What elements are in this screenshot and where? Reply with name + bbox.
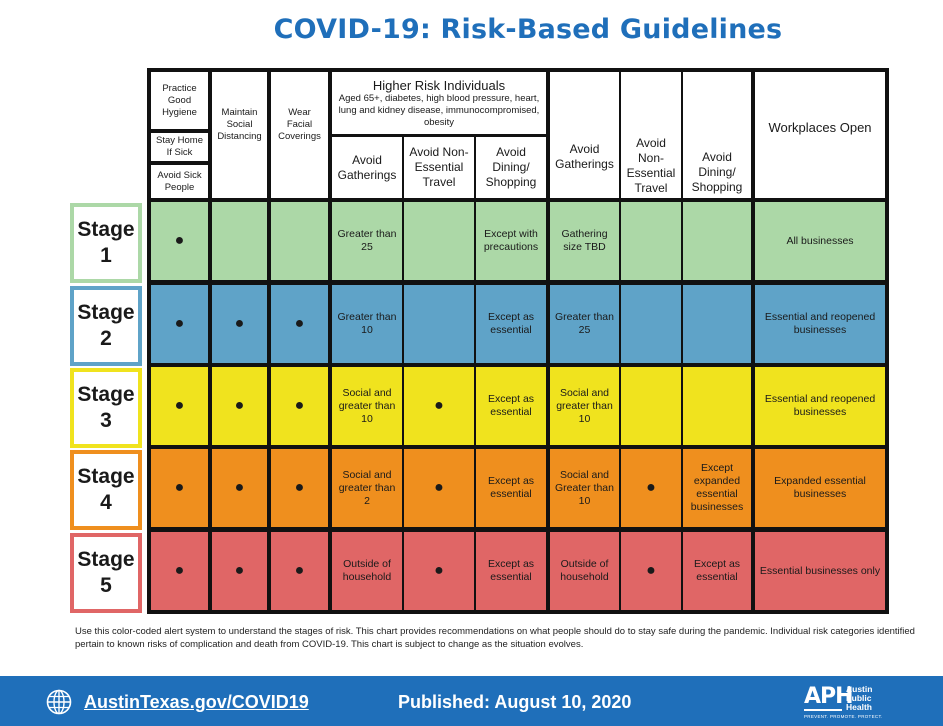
stage-3-label: Stage 3 bbox=[70, 368, 142, 448]
logo-underline bbox=[804, 709, 842, 711]
stage-1-hr-travel-cell bbox=[404, 202, 474, 280]
stage-number: 5 bbox=[100, 574, 112, 597]
austin-public-health-logo: APH Austin Public Health PREVENT. PROMOT… bbox=[804, 685, 894, 719]
stage-3-workplaces-cell: Essential and reopened businesses bbox=[755, 367, 885, 445]
header-workplaces-open: Workplaces Open bbox=[755, 72, 885, 198]
stage-4-hr-travel-cell: ● bbox=[404, 449, 474, 527]
stage-word: Stage bbox=[77, 301, 135, 324]
logo-mark: APH bbox=[804, 684, 854, 709]
stage-2-distancing-cell: ● bbox=[212, 285, 267, 363]
guidelines-table: Practice Good Hygiene Stay Home If Sick … bbox=[147, 68, 889, 614]
stage-4-workplaces-cell: Expanded essential businesses bbox=[755, 449, 885, 527]
header-hr-avoid-dining: Avoid Dining/ Shopping bbox=[476, 137, 546, 198]
header-wear-facial-coverings: Wear Facial Coverings bbox=[271, 72, 328, 198]
footnote: Use this color-coded alert system to und… bbox=[75, 626, 915, 650]
stage-1-gatherings-cell: Gathering size TBD bbox=[550, 202, 619, 280]
stage-5-hr-gatherings-cell: Outside of household bbox=[332, 532, 402, 610]
stage-3-gatherings-cell: Social and greater than 10 bbox=[550, 367, 619, 445]
higher-risk-title: Higher Risk Individuals bbox=[372, 77, 506, 93]
stage-2-hr-gatherings-cell: Greater than 10 bbox=[332, 285, 402, 363]
stage-1-coverings-cell bbox=[271, 202, 328, 280]
stage-1-travel-cell bbox=[621, 202, 681, 280]
stage-4-travel-cell: ● bbox=[621, 449, 681, 527]
logo-tagline: PREVENT. PROMOTE. PROTECT. bbox=[804, 714, 883, 719]
stage-2-hr-travel-cell bbox=[404, 285, 474, 363]
stage-4-coverings-cell: ● bbox=[271, 449, 328, 527]
stage-5-workplaces-cell: Essential businesses only bbox=[755, 532, 885, 610]
stage-4-hr-gatherings-cell: Social and greater than 2 bbox=[332, 449, 402, 527]
stage-2-label: Stage 2 bbox=[70, 286, 142, 366]
page-title: COVID-19: Risk-Based Guidelines bbox=[273, 14, 783, 45]
stage-2-hygiene-cell: ● bbox=[151, 285, 208, 363]
stage-5-hr-travel-cell: ● bbox=[404, 532, 474, 610]
header-stay-home-if-sick: Stay Home If Sick bbox=[151, 133, 208, 161]
stage-3-distancing-cell: ● bbox=[212, 367, 267, 445]
stage-4-gatherings-cell: Social and Greater than 10 bbox=[550, 449, 619, 527]
header-practice-good-hygiene: Practice Good Hygiene bbox=[151, 72, 208, 129]
stage-1-hr-dining-cell: Except with precautions bbox=[476, 202, 546, 280]
stage-4-dining-cell: Except expanded essential businesses bbox=[683, 449, 751, 527]
stage-1-hygiene-cell: ● bbox=[151, 202, 208, 280]
stage-5-distancing-cell: ● bbox=[212, 532, 267, 610]
header-avoid-gatherings: Avoid Gatherings bbox=[550, 72, 619, 198]
stage-4-hygiene-cell: ● bbox=[151, 449, 208, 527]
globe-icon bbox=[46, 689, 72, 715]
stage-2-travel-cell bbox=[621, 285, 681, 363]
stage-1-hr-gatherings-cell: Greater than 25 bbox=[332, 202, 402, 280]
stage-5-hygiene-cell: ● bbox=[151, 532, 208, 610]
website-link[interactable]: AustinTexas.gov/COVID19 bbox=[84, 692, 309, 712]
stage-4-label: Stage 4 bbox=[70, 450, 142, 530]
higher-risk-subtitle: Aged 65+, diabetes, high blood pressure,… bbox=[338, 92, 540, 128]
stage-number: 2 bbox=[100, 327, 112, 350]
stage-word: Stage bbox=[77, 218, 135, 241]
stage-3-hr-dining-cell: Except as essential bbox=[476, 367, 546, 445]
header-avoid-dining: Avoid Dining/ Shopping bbox=[683, 72, 751, 198]
stage-5-dining-cell: Except as essential bbox=[683, 532, 751, 610]
stage-2-gatherings-cell: Greater than 25 bbox=[550, 285, 619, 363]
stage-3-hr-gatherings-cell: Social and greater than 10 bbox=[332, 367, 402, 445]
stage-5-label: Stage 5 bbox=[70, 533, 142, 613]
stage-4-distancing-cell: ● bbox=[212, 449, 267, 527]
stage-2-workplaces-cell: Essential and reopened businesses bbox=[755, 285, 885, 363]
stage-number: 1 bbox=[100, 244, 112, 267]
stage-4-hr-dining-cell: Except as essential bbox=[476, 449, 546, 527]
stage-1-dining-cell bbox=[683, 202, 751, 280]
stage-3-travel-cell bbox=[621, 367, 681, 445]
header-avoid-sick-people: Avoid Sick People bbox=[151, 165, 208, 198]
stage-word: Stage bbox=[77, 383, 135, 406]
stage-2-hr-dining-cell: Except as essential bbox=[476, 285, 546, 363]
header-higher-risk-individuals: Higher Risk Individuals Aged 65+, diabet… bbox=[332, 72, 546, 134]
stage-1-label: Stage 1 bbox=[70, 203, 142, 283]
stage-word: Stage bbox=[77, 548, 135, 571]
stage-1-workplaces-cell: All businesses bbox=[755, 202, 885, 280]
stage-5-coverings-cell: ● bbox=[271, 532, 328, 610]
stage-2-coverings-cell: ● bbox=[271, 285, 328, 363]
stage-2-dining-cell bbox=[683, 285, 751, 363]
stage-word: Stage bbox=[77, 465, 135, 488]
stage-5-hr-dining-cell: Except as essential bbox=[476, 532, 546, 610]
logo-text: Austin Public Health bbox=[846, 684, 873, 712]
stage-3-hr-travel-cell: ● bbox=[404, 367, 474, 445]
stage-5-gatherings-cell: Outside of household bbox=[550, 532, 619, 610]
stage-3-hygiene-cell: ● bbox=[151, 367, 208, 445]
header-avoid-travel: Avoid Non-Essential Travel bbox=[621, 72, 681, 198]
header-hr-avoid-travel: Avoid Non-Essential Travel bbox=[404, 137, 474, 198]
published-date: Published: August 10, 2020 bbox=[398, 692, 632, 712]
stage-5-travel-cell: ● bbox=[621, 532, 681, 610]
stage-number: 3 bbox=[100, 409, 112, 432]
header-hr-avoid-gatherings: Avoid Gatherings bbox=[332, 137, 402, 198]
header-maintain-social-distancing: Maintain Social Distancing bbox=[212, 72, 267, 198]
stage-number: 4 bbox=[100, 491, 112, 514]
footer-bar: AustinTexas.gov/COVID19 Published: Augus… bbox=[0, 676, 943, 726]
stage-1-distancing-cell bbox=[212, 202, 267, 280]
stage-3-coverings-cell: ● bbox=[271, 367, 328, 445]
stage-3-dining-cell bbox=[683, 367, 751, 445]
